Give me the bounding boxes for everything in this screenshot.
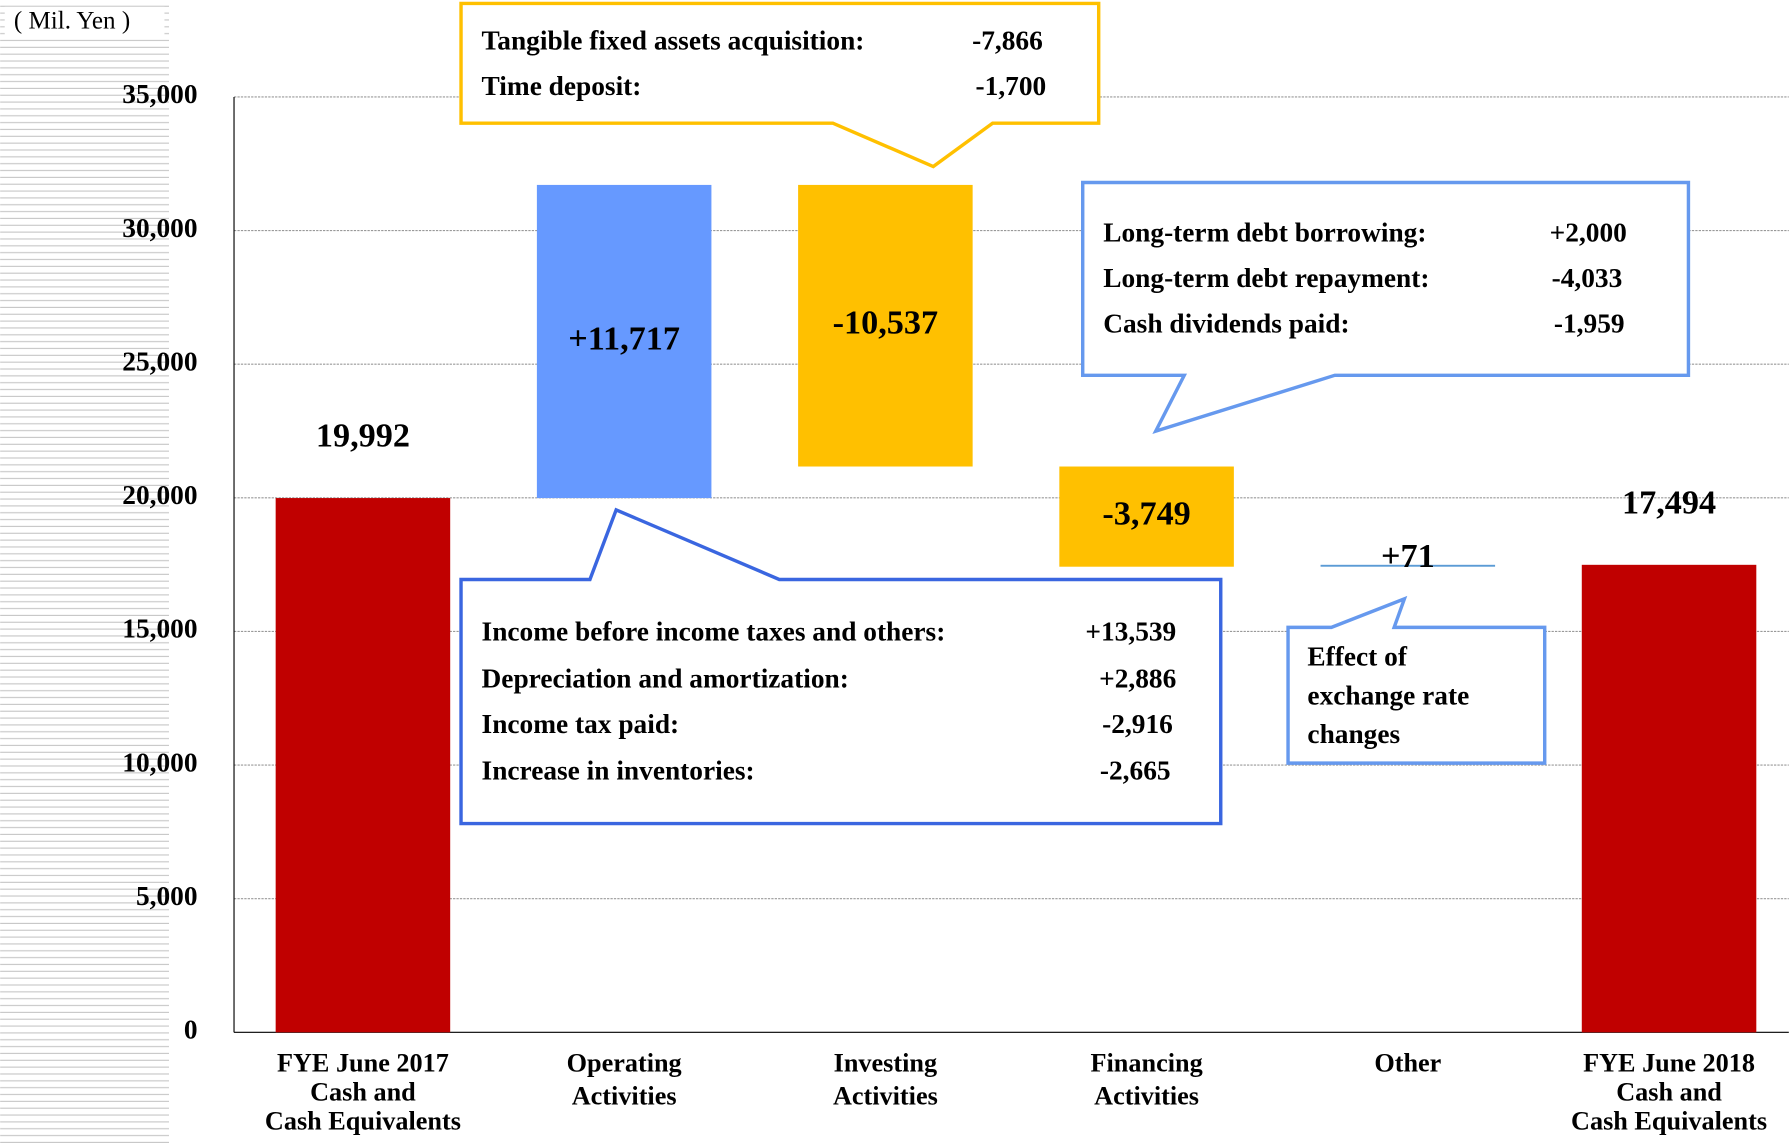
callout-box [459, 1, 1101, 169]
x-tick-label: Financing Activities [1091, 1048, 1203, 1110]
callout-value: -2,665 [1100, 756, 1171, 786]
callout-box [459, 507, 1223, 826]
callout-label: Long-term debt repayment: [1103, 263, 1429, 293]
x-tick-label: FYE June 2017 Cash and Cash Equivalents [265, 1048, 461, 1135]
y-tick-label: 35,000 [122, 79, 197, 109]
callout-label: Time deposit: [482, 71, 642, 101]
y-tick-label: 0 [184, 1015, 198, 1045]
callout-value: -2,916 [1102, 709, 1173, 739]
value-label: -10,537 [833, 305, 939, 342]
bar [798, 184, 973, 467]
bar [1320, 564, 1496, 567]
x-tick-label: FYE June 2018 Cash and Cash Equivalents [1571, 1048, 1767, 1135]
callout-label: Cash dividends paid: [1103, 309, 1349, 339]
value-label: +11,717 [568, 320, 680, 357]
side-stripes [0, 0, 170, 1143]
x-tick-label: Investing Activities [833, 1048, 938, 1110]
callout-box [1081, 180, 1691, 435]
callout-value: -4,033 [1552, 263, 1623, 293]
unit-label: ( Mil. Yen ) [14, 8, 130, 35]
bar [275, 498, 451, 1033]
value-label: -3,749 [1102, 495, 1190, 532]
callout-financing: Long-term debt borrowing: +2,000 Long-te… [1081, 180, 1691, 435]
y-tick-label: 15,000 [122, 614, 197, 644]
callout-other: Effect of exchange rate changes [1286, 595, 1547, 765]
callout-value: +13,539 [1085, 617, 1176, 647]
y-tick-label: 20,000 [122, 480, 197, 510]
y-tick-label: 30,000 [122, 213, 197, 243]
callout-label: Tangible fixed assets acquisition: [482, 26, 865, 56]
bar [536, 184, 712, 499]
callout-label: Long-term debt borrowing: [1103, 217, 1426, 247]
value-label: 19,992 [316, 418, 410, 455]
bar [1581, 564, 1757, 1033]
bar [1059, 466, 1234, 567]
y-tick-label: 10,000 [122, 747, 197, 777]
x-tick-label: Operating Activities [567, 1048, 682, 1110]
callout-value: -1,700 [976, 71, 1047, 101]
callout-box [1286, 595, 1547, 765]
callout-label: Income before income taxes and others: [482, 617, 946, 647]
unit-bg [4, 6, 165, 39]
callout-value: +2,000 [1550, 217, 1627, 247]
callout-value: -1,959 [1554, 309, 1625, 339]
callout-text: Effect of [1307, 642, 1407, 672]
y-tick-label: 25,000 [122, 346, 197, 376]
callout-text: changes [1307, 719, 1400, 749]
callout-label: Increase in inventories: [482, 756, 755, 786]
value-label: +71 [1381, 538, 1435, 575]
y-tick-label: 5,000 [136, 881, 198, 911]
callout-operating: Income before income taxes and others: +… [459, 507, 1223, 826]
callout-label: Income tax paid: [482, 709, 680, 739]
callout-label: Depreciation and amortization: [482, 663, 849, 693]
callout-investing: Tangible fixed assets acquisition: -7,86… [459, 1, 1101, 169]
callout-text: exchange rate [1307, 680, 1469, 710]
value-label: 17,494 [1622, 484, 1716, 521]
callout-value: +2,886 [1099, 663, 1176, 693]
callout-value: -7,866 [972, 26, 1043, 56]
x-tick-label: Other [1374, 1048, 1441, 1077]
